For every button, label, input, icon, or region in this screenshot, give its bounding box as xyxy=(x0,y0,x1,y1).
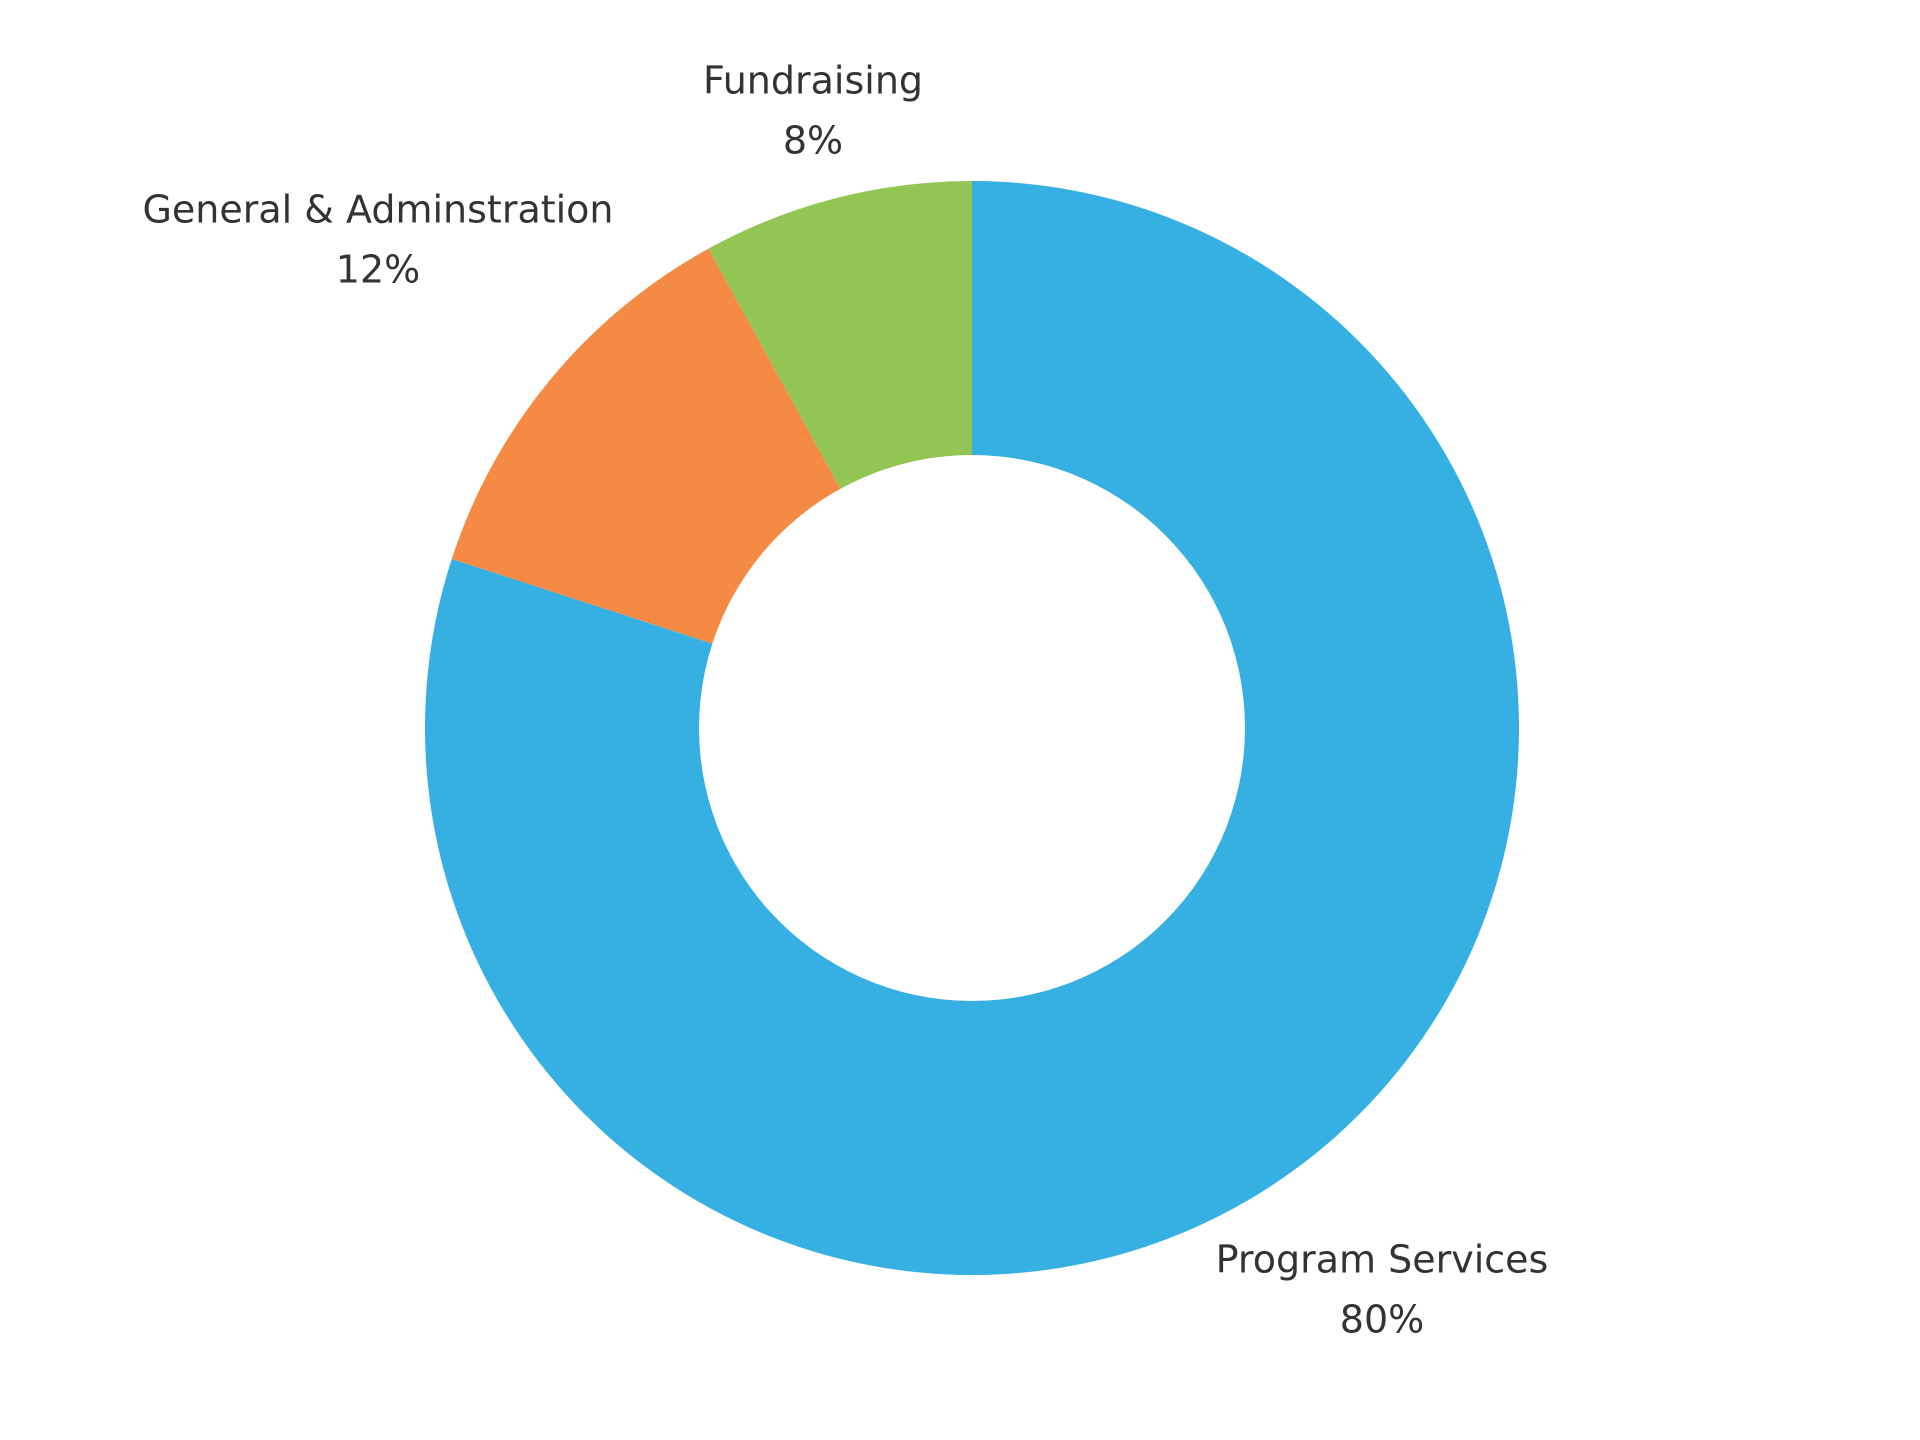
value-label: 80% xyxy=(1340,1298,1424,1342)
value-label: 8% xyxy=(783,119,843,163)
slice-label: Fundraising xyxy=(703,59,923,103)
slice xyxy=(451,248,841,644)
value-label: 12% xyxy=(336,248,420,292)
slice xyxy=(425,181,1520,1275)
slice-label: General & Adminstration xyxy=(142,188,613,232)
slice-label: Program Services xyxy=(1216,1238,1549,1282)
slice xyxy=(708,181,972,489)
